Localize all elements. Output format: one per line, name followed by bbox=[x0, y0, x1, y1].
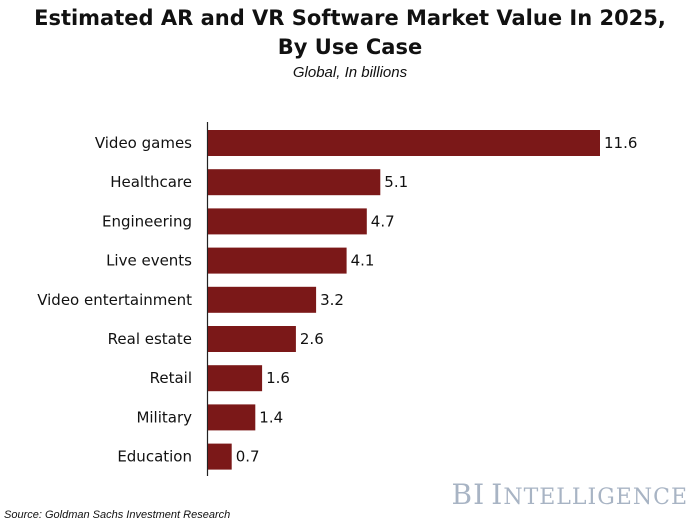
bar-education bbox=[208, 443, 232, 470]
logo-bi: BI bbox=[451, 478, 486, 511]
value-label-real-estate: 2.6 bbox=[300, 330, 324, 348]
bar-video-entertainment bbox=[208, 286, 317, 313]
category-label-engineering: Engineering bbox=[102, 212, 192, 230]
chart-title-line-2: By Use Case bbox=[277, 35, 423, 59]
value-label-education: 0.7 bbox=[236, 448, 260, 466]
category-label-real-estate: Real estate bbox=[108, 330, 192, 348]
bar-military bbox=[208, 404, 256, 431]
value-label-live-events: 4.1 bbox=[351, 252, 375, 270]
chart-title: Estimated AR and VR Software Market Valu… bbox=[0, 4, 700, 62]
value-label-healthcare: 5.1 bbox=[384, 173, 408, 191]
logo-word-rest: NTELLIGENCE bbox=[503, 485, 688, 510]
bar-engineering bbox=[208, 208, 367, 235]
bar-real-estate bbox=[208, 326, 296, 352]
value-label-engineering: 4.7 bbox=[371, 212, 395, 230]
source-note: Source: Goldman Sachs Investment Researc… bbox=[4, 509, 231, 521]
chart-subtitle: Global, In billions bbox=[292, 64, 408, 81]
value-label-video-entertainment: 3.2 bbox=[320, 291, 344, 309]
logo-word-initial: I bbox=[491, 478, 504, 511]
category-label-video-games: Video games bbox=[95, 134, 192, 152]
bars-layer: Video games 11.6 Healthcare 5.1 Engineering 4… bbox=[37, 130, 637, 470]
bi-intelligence-logo: BI INTELLIGENCE bbox=[452, 478, 688, 511]
category-label-military: Military bbox=[136, 408, 192, 426]
bar-retail bbox=[208, 365, 263, 392]
chart-title-line-1: Estimated AR and VR Software Market Valu… bbox=[34, 6, 666, 30]
value-label-military: 1.4 bbox=[259, 408, 283, 426]
value-label-retail: 1.6 bbox=[266, 369, 290, 387]
bar-video-games bbox=[208, 130, 600, 156]
category-label-education: Education bbox=[117, 448, 192, 466]
value-label-video-games: 11.6 bbox=[604, 134, 637, 152]
bar-live-events bbox=[208, 247, 347, 274]
bar-healthcare bbox=[208, 169, 381, 196]
category-label-video-entertainment: Video entertainment bbox=[37, 291, 192, 309]
category-label-healthcare: Healthcare bbox=[110, 173, 192, 191]
category-label-live-events: Live events bbox=[106, 252, 192, 270]
category-label-retail: Retail bbox=[150, 369, 192, 387]
